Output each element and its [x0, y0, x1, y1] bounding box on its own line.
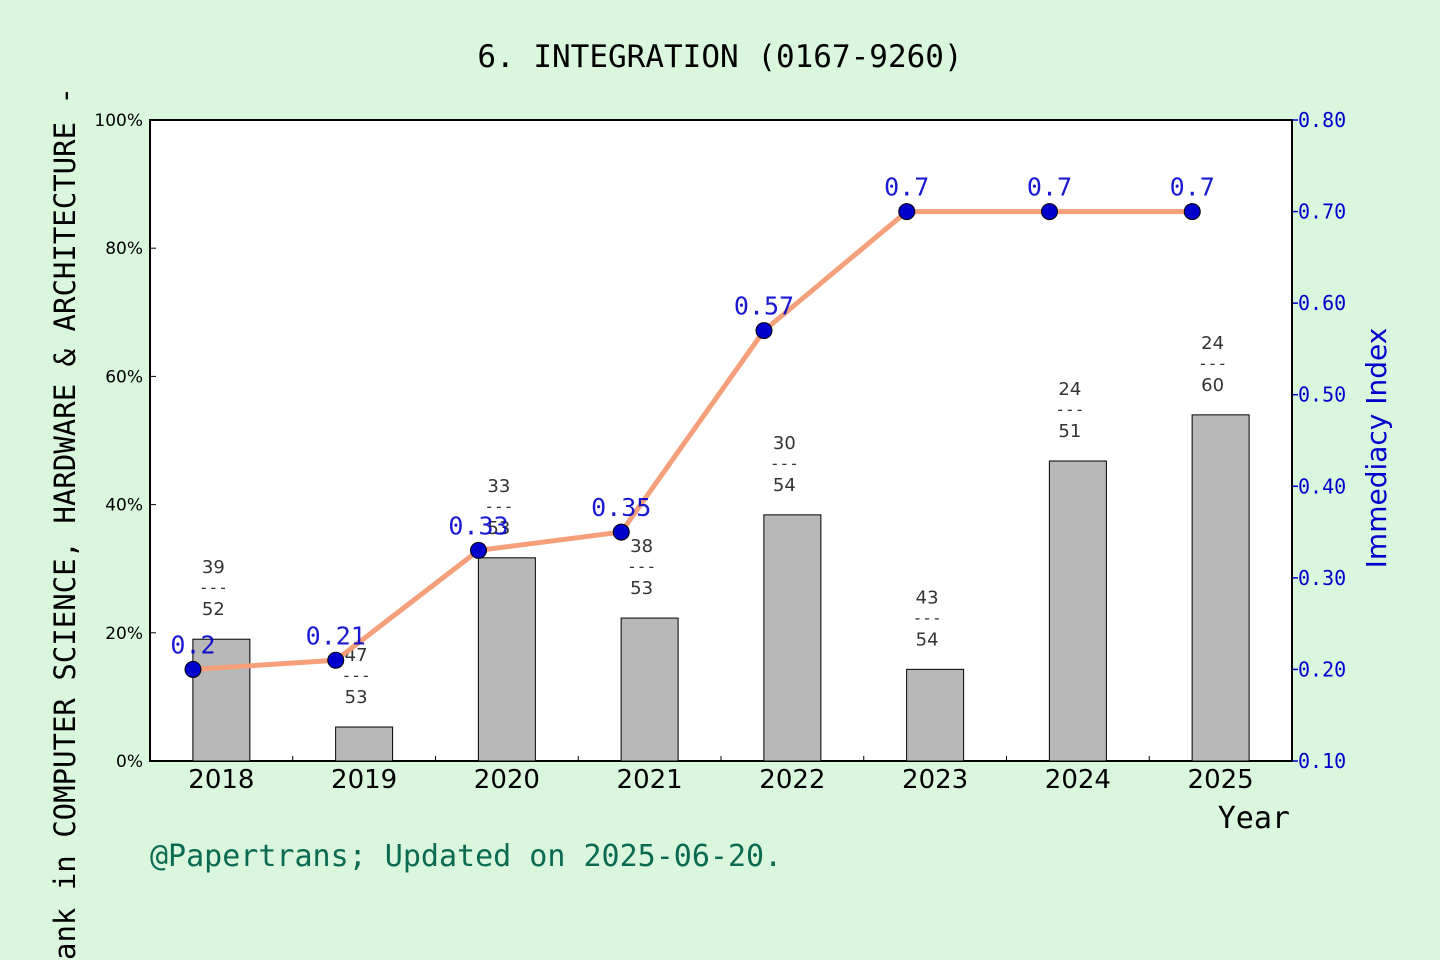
x-tick-label: 2020	[474, 765, 540, 795]
x-axis-label: Year	[1218, 801, 1290, 836]
x-tick-label: 2019	[331, 765, 397, 795]
bar-total-label: 53	[630, 578, 653, 599]
left-tick-label: 80%	[105, 239, 143, 259]
bar-2020	[477, 557, 536, 762]
bar-2022	[763, 514, 822, 762]
bars-layer	[192, 414, 1250, 762]
x-tick-label: 2018	[188, 765, 254, 795]
bar-total-label: 54	[773, 475, 796, 496]
bar-rank-label: 38	[630, 536, 653, 557]
immediacy-point-2021	[612, 523, 630, 541]
bar-rank-label: 43	[916, 587, 939, 608]
right-tick-label: 0.60	[1298, 291, 1346, 315]
bar-2025	[1191, 414, 1250, 762]
bar-labels-layer: 39---5247---5333---5338---5330---5443---…	[199, 333, 1227, 708]
immediacy-point-2018	[184, 660, 202, 678]
bar-rank-label: 24	[1058, 379, 1081, 400]
left-axis-label: ank in COMPUTER SCIENCE, HARDWARE & ARCH…	[48, 87, 82, 960]
bar-rank-separator: ---	[484, 497, 513, 516]
immediacy-value-label: 0.57	[734, 292, 794, 321]
plot-area	[149, 119, 1293, 762]
bar-rank-separator: ---	[627, 557, 656, 576]
immediacy-value-label: 0.21	[306, 621, 366, 650]
immediacy-point-2019	[327, 651, 345, 669]
x-tick-label: 2024	[1045, 765, 1111, 795]
right-tick-label: 0.10	[1298, 749, 1346, 773]
right-tick-label: 0.80	[1298, 108, 1346, 132]
x-tick-label: 2022	[759, 765, 825, 795]
right-axis-label: Immediacy Index	[1360, 328, 1393, 569]
right-tick-label: 0.70	[1298, 200, 1346, 224]
immediacy-point-2024	[1041, 203, 1058, 221]
line-layer: 0.2 0.21 0.33 0.35 0.57 0.7 0.7 0.7	[170, 173, 1215, 678]
bar-2019	[335, 726, 394, 762]
bar-2018	[192, 638, 251, 762]
right-tick-label: 0.20	[1298, 657, 1346, 681]
bar-rank-separator: ---	[913, 608, 942, 627]
immediacy-point-2025	[1183, 203, 1201, 221]
left-tick-label: 40%	[105, 496, 143, 516]
immediacy-value-label: 0.7	[1027, 173, 1072, 202]
immediacy-point-2023	[898, 203, 916, 221]
bar-total-label: 54	[916, 629, 939, 650]
bar-total-label: 52	[202, 599, 225, 620]
left-tick-label: 60%	[105, 367, 143, 387]
bar-rank-separator: ---	[1198, 354, 1227, 373]
x-tick-label: 2023	[902, 765, 968, 795]
chart-title: 6. INTEGRATION (0167-9260)	[477, 39, 962, 75]
bar-2024	[1048, 460, 1107, 762]
immediacy-value-label: 0.7	[1170, 173, 1215, 202]
bar-2023	[906, 668, 965, 762]
bar-rank-label: 33	[487, 476, 510, 497]
bar-total-label: 60	[1201, 375, 1224, 396]
bar-total-label: 53	[345, 687, 368, 708]
bar-rank-separator: ---	[1055, 400, 1084, 419]
x-tick-label: 2025	[1188, 765, 1254, 795]
immediacy-point-2020	[470, 541, 487, 559]
immediacy-value-label: 0.33	[448, 511, 508, 540]
bar-rank-label: 30	[773, 433, 796, 454]
left-tick-label: 100%	[94, 111, 143, 131]
bar-rank-separator: ---	[342, 666, 371, 685]
left-tick-label: 0%	[116, 752, 143, 772]
bar-rank-separator: ---	[770, 454, 799, 473]
bar-2021	[620, 617, 679, 762]
footer-note: @Papertrans; Updated on 2025-06-20.	[150, 839, 782, 874]
bar-total-label: 53	[487, 518, 510, 539]
bar-total-label: 51	[1058, 421, 1081, 442]
axes-layer: 0% 20% 40% 60% 80% 100% 0.10 0.20 0.30 0.40 0.50 0.…	[94, 108, 1346, 795]
right-tick-label: 0.40	[1298, 474, 1346, 498]
immediacy-line	[192, 209, 1193, 672]
immediacy-point-2022	[755, 322, 773, 340]
right-tick-label: 0.50	[1298, 383, 1346, 407]
left-tick-label: 20%	[105, 624, 143, 644]
immediacy-value-label: 0.2	[170, 630, 215, 659]
bar-rank-label: 39	[202, 557, 225, 578]
bar-rank-label: 24	[1201, 333, 1224, 354]
immediacy-value-label: 0.35	[591, 493, 651, 522]
bar-rank-separator: ---	[199, 578, 228, 597]
immediacy-value-label: 0.7	[884, 173, 929, 202]
right-tick-label: 0.30	[1298, 566, 1346, 590]
x-tick-label: 2021	[617, 765, 683, 795]
